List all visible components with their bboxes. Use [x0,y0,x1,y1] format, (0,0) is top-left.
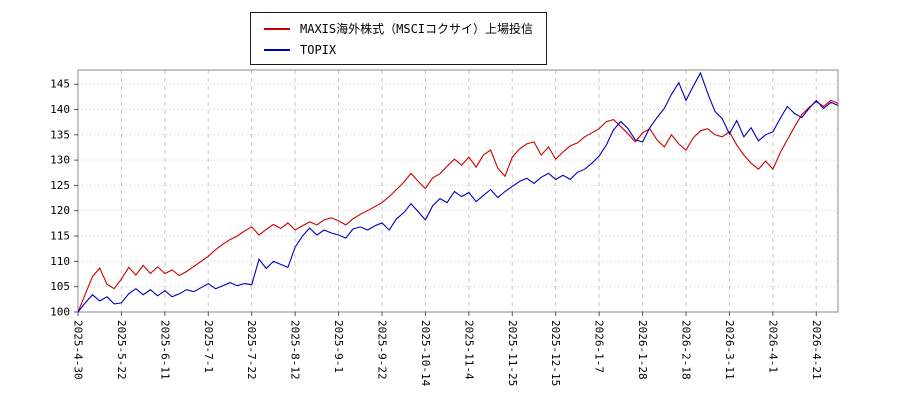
legend-label-topix: TOPIX [300,43,337,57]
legend-line-red [264,27,290,30]
x-tick-label: 2025-8-12 [289,320,302,380]
y-tick-label: 105 [50,280,70,293]
x-tick-label: 2025-9-22 [376,320,389,380]
y-tick-label: 125 [50,179,70,192]
y-tick-label: 130 [50,154,70,167]
series-line-topix [77,71,839,313]
x-tick-label: 2026-4-21 [810,320,823,380]
legend: MAXIS海外株式（MSCIコクサイ）上場投信 TOPIX [250,12,548,65]
y-axis-labels: 100 105 110 115 120 125 130 135 140 145 [50,78,78,319]
y-tick-label: 115 [50,230,70,243]
series-line-maxis [77,99,839,313]
x-tick-label: 2025-9-1 [332,320,345,373]
y-tick-label: 140 [50,103,70,116]
y-tick-label: 135 [50,128,70,141]
plot-border [77,69,839,313]
x-tick-label: 2025-11-4 [462,320,475,380]
gridlines [77,70,838,313]
x-tick-label: 2025-12-15 [549,320,562,386]
x-axis-labels: 2025-4-30 2025-5-22 2025-6-11 2025-7-1 2025-… [72,312,823,387]
legend-line-blue [264,49,290,51]
x-tick-label: 2026-2-18 [680,320,693,380]
x-tick-label: 2026-1-28 [636,320,649,380]
x-tick-label: 2025-7-1 [202,320,215,373]
y-tick-label: 100 [50,306,70,319]
x-tick-label: 2025-4-30 [72,320,85,380]
x-tick-label: 2026-3-11 [723,320,736,380]
y-tick-label: 120 [50,204,70,217]
x-tick-label: 2025-7-22 [245,320,258,380]
legend-label-maxis: MAXIS海外株式（MSCIコクサイ）上場投信 [300,22,534,36]
legend-item-topix: TOPIX [264,43,533,57]
legend-item-maxis: MAXIS海外株式（MSCIコクサイ）上場投信 [264,20,533,37]
y-tick-label: 145 [50,78,70,91]
y-tick-label: 110 [50,255,70,268]
x-tick-label: 2025-6-11 [158,320,171,380]
x-tick-label: 2025-11-25 [506,320,519,386]
x-tick-label: 2026-1-7 [593,320,606,373]
x-tick-label: 2026-4-1 [766,320,779,373]
x-tick-label: 2025-10-14 [419,320,432,387]
x-tick-label: 2025-5-22 [115,320,128,380]
